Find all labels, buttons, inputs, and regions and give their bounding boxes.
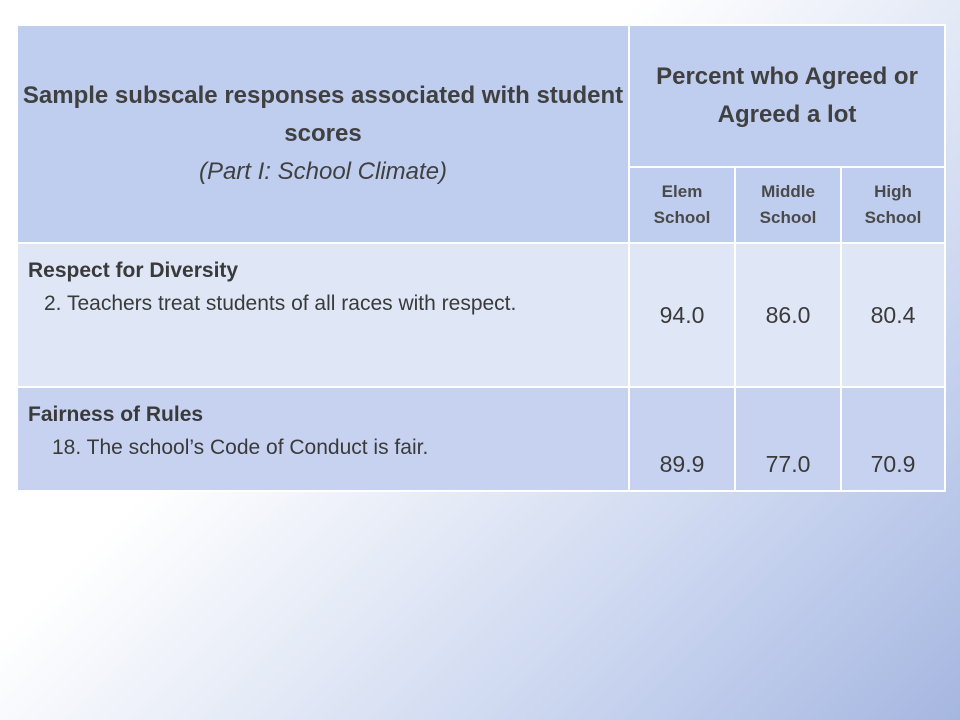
value-middle: 86.0	[734, 242, 842, 388]
value-high: 80.4	[839, 242, 947, 388]
value-middle: 77.0	[734, 386, 842, 492]
middle-school-header: Middle School	[734, 166, 842, 244]
statement-text: 18. The school’s Code of Conduct is fair…	[52, 436, 429, 459]
category-label: Respect for Diversity	[28, 259, 239, 282]
value-high: 70.9	[839, 386, 947, 492]
statement-text: 2. Teachers treat students of all races …	[44, 292, 517, 315]
high-school-header: High School	[839, 166, 947, 244]
category-label: Fairness of Rules	[28, 403, 204, 426]
elem-school-header: Elem School	[628, 166, 736, 244]
item-cell-fairness-rules: Fairness of Rules 18. The school’s Code …	[16, 386, 630, 492]
subscale-header-subtitle: (Part I: School Climate)	[198, 158, 448, 185]
value-elem: 94.0	[628, 242, 736, 388]
table-row: Fairness of Rules 18. The school’s Code …	[16, 386, 947, 492]
subscale-header-cell: Sample subscale responses associated wit…	[16, 24, 630, 244]
item-cell-respect-diversity: Respect for Diversity 2. Teachers treat …	[16, 242, 630, 388]
percent-agreed-header: Percent who Agreed or Agreed a lot	[627, 24, 947, 168]
table-row: Respect for Diversity 2. Teachers treat …	[16, 242, 947, 388]
value-elem: 89.9	[628, 386, 736, 492]
subscale-header-title: Sample subscale responses associated wit…	[22, 82, 624, 147]
survey-results-table: Sample subscale responses associated wit…	[16, 24, 947, 492]
